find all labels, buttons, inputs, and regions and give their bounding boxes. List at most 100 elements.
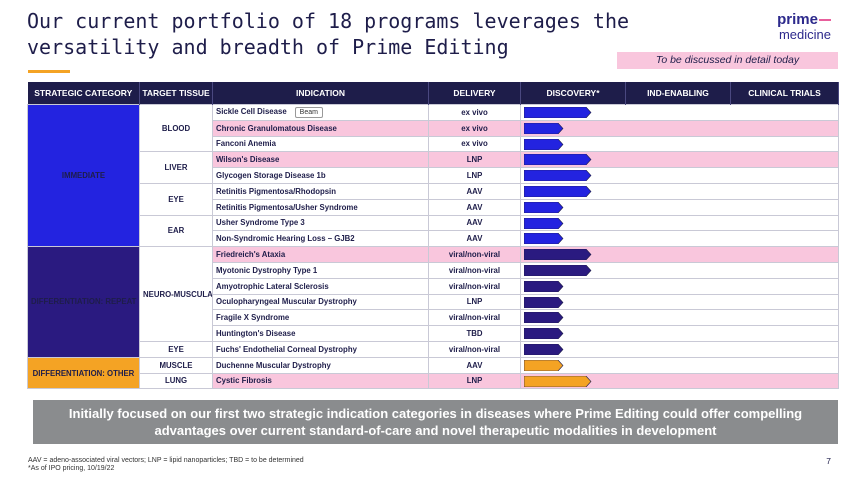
footnote-ipo: *As of IPO pricing, 10/19/22 <box>28 465 115 472</box>
progress-cell <box>520 325 839 342</box>
indication-name: Sickle Cell Disease <box>216 106 287 116</box>
progress-arrow <box>524 122 564 134</box>
tissue-ear: EAR <box>139 214 213 248</box>
progress-cell <box>520 293 839 311</box>
indication-cell: Amyotrophic Lateral Sclerosis <box>212 277 429 295</box>
delivery-cell: AAV <box>428 198 521 216</box>
delivery-cell: AAV <box>428 230 521 248</box>
table-row: Myotonic Dystrophy Type 1 viral/non-vira… <box>28 261 839 279</box>
progress-arrow <box>524 249 592 261</box>
progress-arrow <box>524 217 564 229</box>
delivery-cell: AAV <box>428 182 521 200</box>
header-ind-enabling: IND-ENABLING <box>625 82 731 105</box>
progress-arrow <box>524 328 564 340</box>
indication-cell: Myotonic Dystrophy Type 1 <box>212 261 429 279</box>
table-row: DIFFERENTIATION: OTHER MUSCLE Duchenne M… <box>27 356 839 390</box>
delivery-cell: viral/non-viral <box>428 340 521 358</box>
indication-cell: Fanconi Anemia <box>212 135 429 153</box>
delivery-cell: ex vivo <box>428 104 521 121</box>
tissue-muscle: MUSCLE <box>139 356 213 374</box>
category-other: DIFFERENTIATION: OTHER <box>27 356 140 390</box>
progress-arrow <box>524 359 564 371</box>
progress-cell <box>520 135 839 153</box>
progress-cell <box>520 167 839 184</box>
progress-arrow <box>524 375 592 387</box>
indication-cell: Retinitis Pigmentosa/Rhodopsin <box>212 182 429 200</box>
indication-cell: Oculopharyngeal Muscular Dystrophy <box>212 293 429 311</box>
progress-cell <box>520 214 839 232</box>
progress-cell <box>520 151 839 169</box>
tissue-liver: LIVER <box>139 151 213 184</box>
delivery-cell: AAV <box>428 356 521 374</box>
progress-arrow <box>524 201 564 213</box>
delivery-cell: LNP <box>428 293 521 311</box>
progress-arrow <box>524 185 592 197</box>
indication-cell: Sickle Cell Disease Beam <box>212 104 429 121</box>
delivery-cell: ex vivo <box>428 135 521 153</box>
indication-cell: Wilson's Disease <box>212 151 429 169</box>
progress-cell <box>520 198 839 216</box>
progress-cell <box>520 277 839 295</box>
indication-cell: Huntington's Disease <box>212 325 429 342</box>
tissue-eye-2: EYE <box>139 340 213 358</box>
header-discovery: DISCOVERY* <box>520 82 626 105</box>
header-strategic-category: STRATEGIC CATEGORY <box>27 82 140 105</box>
tissue-neuromuscular: NEURO-MUSCULAR <box>139 246 213 342</box>
slide-title: Our current portfolio of 18 programs lev… <box>27 9 630 59</box>
progress-arrow <box>524 280 564 292</box>
progress-cell <box>520 309 839 327</box>
indication-cell: Retinitis Pigmentosa/Usher Syndrome <box>212 198 429 216</box>
table-row: Non-Syndromic Hearing Loss – GJB2 AAV <box>28 230 839 248</box>
header-indication: INDICATION <box>212 82 429 105</box>
tissue-lung: LUNG <box>139 372 213 390</box>
table-header-row: STRATEGIC CATEGORY TARGET TISSUE INDICAT… <box>27 82 839 105</box>
prime-medicine-logo: prime medicine <box>777 12 831 42</box>
delivery-cell: viral/non-viral <box>428 261 521 279</box>
progress-cell <box>520 246 839 263</box>
logo-underscore-mark <box>819 19 831 22</box>
indication-cell: Chronic Granulomatous Disease <box>212 119 429 137</box>
logo-line1: prime <box>777 11 818 28</box>
progress-arrow <box>524 296 564 308</box>
progress-arrow <box>524 107 592 118</box>
table-row: DIFFERENTIATION: REPEAT EXPANSION DISEAS… <box>27 246 839 358</box>
tissue-blood: BLOOD <box>139 103 213 153</box>
progress-cell <box>520 230 839 248</box>
delivery-cell: ex vivo <box>428 119 521 137</box>
header-target-tissue: TARGET TISSUE <box>139 82 213 105</box>
delivery-cell: TBD <box>428 325 521 342</box>
header-delivery: DELIVERY <box>428 82 521 105</box>
delivery-cell: LNP <box>428 372 521 390</box>
category-repeat-expansion: DIFFERENTIATION: REPEAT EXPANSION DISEAS… <box>27 246 140 358</box>
indication-cell: Cystic Fibrosis <box>212 372 429 390</box>
beam-partner-logo: Beam <box>294 106 323 118</box>
table-row: LIVER Wilson's Disease LNP <box>28 151 839 184</box>
table-row: Retinitis Pigmentosa/Usher Syndrome AAV <box>28 198 839 216</box>
indication-cell: Fragile X Syndrome <box>212 309 429 327</box>
progress-arrow <box>524 312 564 324</box>
table-row: IMMEDIATE BLOOD Sickle Cell Disease Beam … <box>27 103 839 248</box>
progress-cell <box>520 372 839 390</box>
page-number: 7 <box>826 456 831 466</box>
progress-arrow <box>524 264 592 276</box>
delivery-cell: viral/non-viral <box>428 246 521 263</box>
header-clinical-trials: CLINICAL TRIALS <box>730 82 839 105</box>
progress-cell <box>520 104 839 121</box>
delivery-cell: viral/non-viral <box>428 277 521 295</box>
indication-cell: Non-Syndromic Hearing Loss – GJB2 <box>212 230 429 248</box>
table-row: EAR Usher Syndrome Type 3 AAV <box>28 214 839 248</box>
progress-cell <box>520 119 839 137</box>
indication-cell: Usher Syndrome Type 3 <box>212 214 429 232</box>
table-row: EYE Retinitis Pigmentosa/Rhodopsin AAV <box>28 182 839 216</box>
indication-cell: Fuchs' Endothelial Corneal Dystrophy <box>212 340 429 358</box>
category-immediate: IMMEDIATE <box>27 103 140 248</box>
table-row: LUNG Cystic Fibrosis LNP <box>28 372 839 390</box>
table-row: Glycogen Storage Disease 1b LNP <box>28 167 839 184</box>
indication-cell: Duchenne Muscular Dystrophy <box>212 356 429 374</box>
progress-arrow <box>524 170 592 182</box>
title-accent-bar <box>28 70 70 73</box>
progress-arrow <box>524 343 564 355</box>
discussion-badge: To be discussed in detail today <box>617 52 838 69</box>
indication-cell: Friedreich's Ataxia <box>212 246 429 263</box>
logo-line2: medicine <box>778 27 831 42</box>
